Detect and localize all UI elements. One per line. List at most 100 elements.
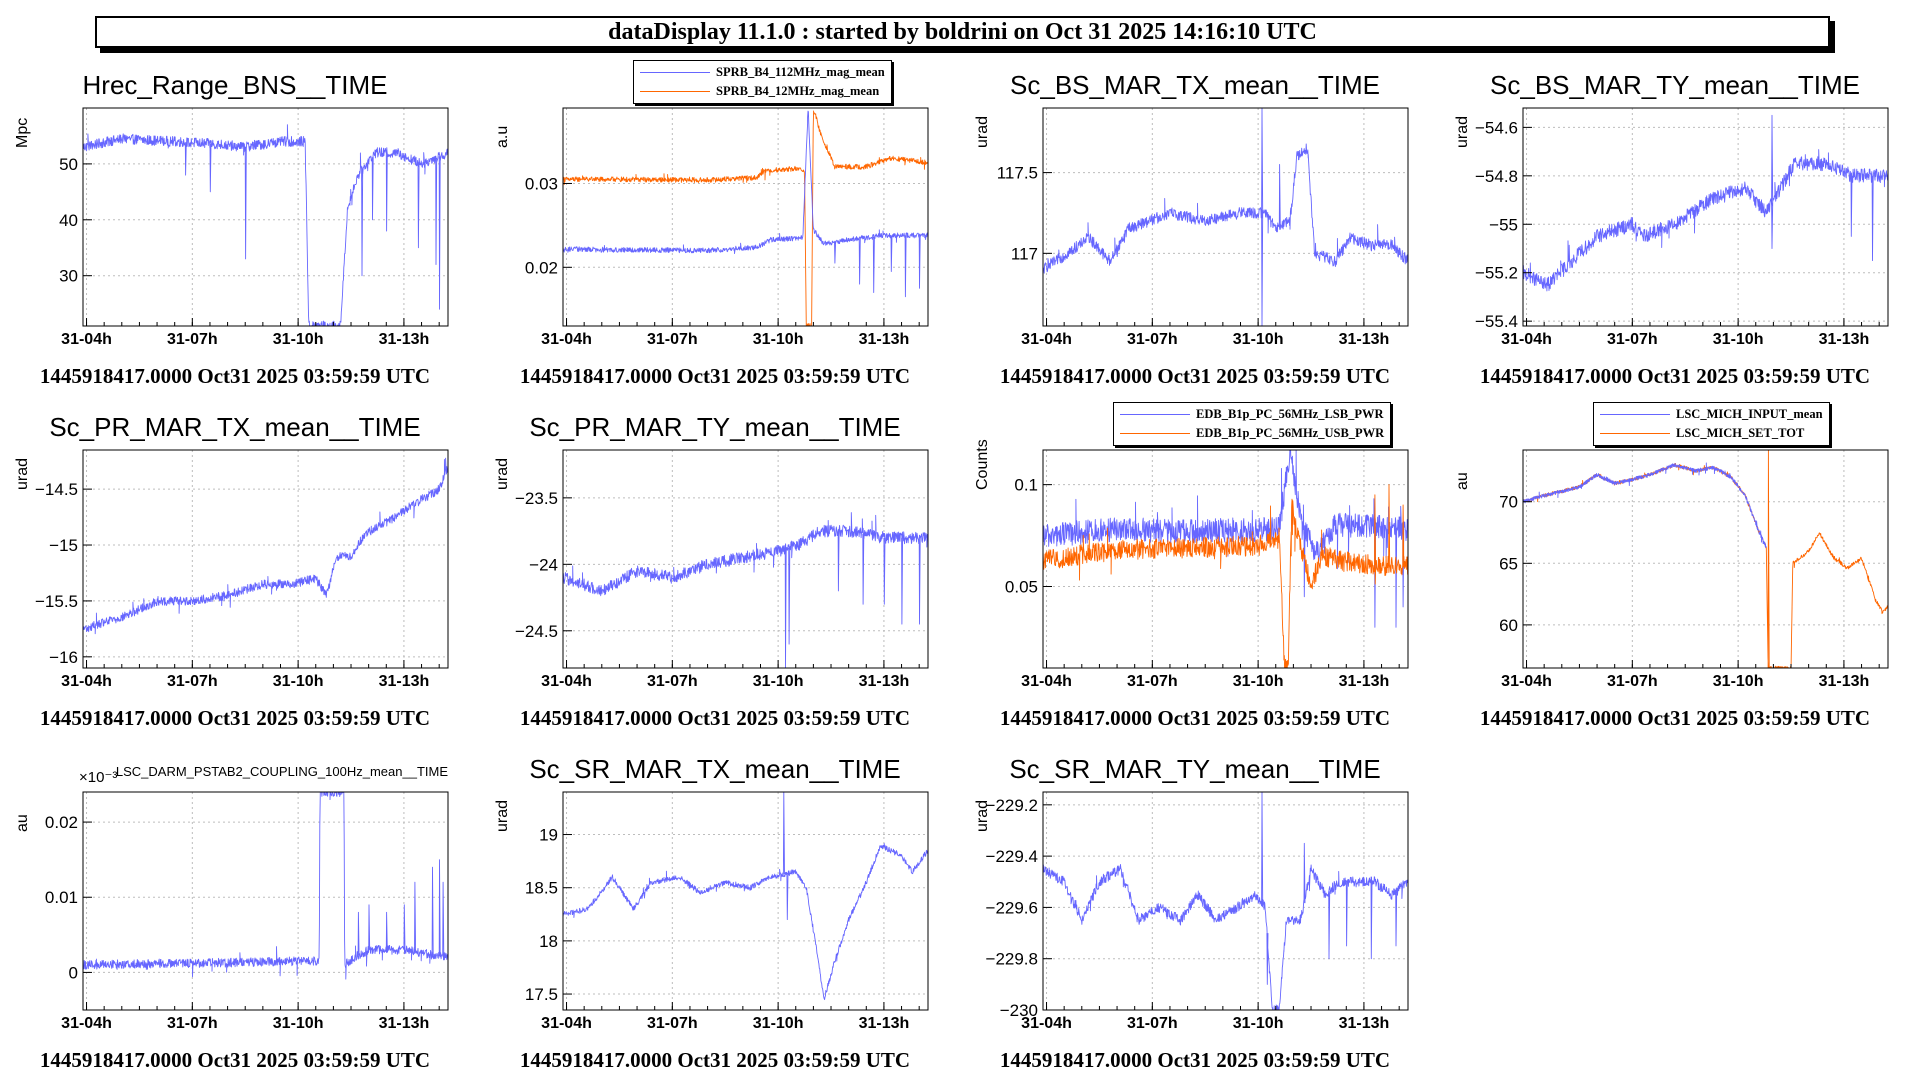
- y-tick-label: −229.6: [986, 898, 1038, 917]
- series-line-LSC_MICH_SET_TOT: [1523, 450, 1888, 668]
- y-tick-label: −55.4: [1475, 312, 1518, 331]
- y-tick-label: 60: [1499, 616, 1518, 635]
- x-tick-label: 31-07h: [167, 331, 218, 348]
- y-tick-label: 40: [59, 211, 78, 230]
- x-tick-label: 31-10h: [753, 331, 804, 348]
- chart-legend: EDB_B1p_PC_56MHz_LSB_PWR EDB_B1p_PC_56MHz…: [1113, 402, 1392, 446]
- y-tick-label: 117.5: [997, 164, 1038, 183]
- legend-label: EDB_B1p_PC_56MHz_USB_PWR: [1196, 426, 1385, 440]
- chart-svg: 31-04h 31-07h 31-10h 31-13h 30 40 50: [59, 107, 449, 348]
- chart-footer-timestamp: 1445918417.0000 Oct31 2025 03:59:59 UTC: [519, 706, 911, 730]
- y-tick-label: −230: [1000, 1001, 1038, 1020]
- y-tick-label: 70: [1499, 493, 1518, 512]
- app-title: dataDisplay 11.1.0 : started by boldrini…: [608, 18, 1317, 45]
- x-tick-label: 31-07h: [1127, 1015, 1178, 1032]
- series-line-SPRB_B4_12MHz_mag_mean: [563, 110, 928, 326]
- legend-entry: LSC_MICH_SET_TOT: [1600, 424, 1823, 443]
- y-tick-label: 0.03: [525, 174, 558, 193]
- chart-legend: SPRB_B4_112MHz_mag_mean SPRB_B4_12MHz_mag…: [633, 60, 892, 104]
- y-tick-label: −55: [1489, 215, 1518, 234]
- chart-svg: 31-04h 31-07h 31-10h 31-13h −16 −15.5 −15 −14.5: [35, 449, 449, 690]
- plot-frame: [562, 791, 929, 1011]
- y-tick-label: 19: [539, 826, 558, 845]
- y-tick-label: 30: [59, 267, 78, 286]
- chart-svg: 31-04h 31-07h 31-10h 31-13h −230 −229.8 −229.6…: [986, 791, 1409, 1032]
- legend-swatch: [1600, 433, 1670, 434]
- y-tick-label: 0.01: [45, 888, 78, 907]
- chart-svg: 31-04h 31-07h 31-10h 31-13h 0.02 0.03: [525, 107, 929, 348]
- x-tick-label: 31-07h: [1127, 331, 1178, 348]
- chart-footer-timestamp: 1445918417.0000 Oct31 2025 03:59:59 UTC: [1479, 364, 1871, 388]
- chart-svg: 31-04h 31-07h 31-10h 31-13h 60 65 70: [1499, 449, 1889, 690]
- x-tick-label: 31-04h: [541, 673, 592, 690]
- plot-frame: [1522, 107, 1889, 327]
- x-tick-label: 31-13h: [1819, 331, 1870, 348]
- x-tick-label: 31-04h: [541, 1015, 592, 1032]
- legend-entry: LSC_MICH_INPUT_mean: [1600, 405, 1823, 424]
- x-tick-label: 31-07h: [167, 1015, 218, 1032]
- chart-panel: Sc_PR_MAR_TX_mean__TIME 1445918417.0000 O…: [0, 402, 470, 737]
- x-tick-label: 31-13h: [379, 1015, 430, 1032]
- chart-svg: 31-04h 31-07h 31-10h 31-13h −55.4 −55.2 −55 −54…: [1475, 107, 1889, 348]
- y-tick-label: 65: [1499, 554, 1518, 573]
- series-line-EDB_B1p_PC_56MHz_LSB_PWR: [1043, 450, 1408, 628]
- chart-panel: Sc_PR_MAR_TY_mean__TIME 1445918417.0000 O…: [480, 402, 950, 737]
- chart-panel: Sc_BS_MAR_TX_mean__TIME 1445918417.0000 O…: [960, 60, 1430, 395]
- chart-svg: 31-04h 31-07h 31-10h 31-13h 17.5 18 18.5 19: [525, 791, 929, 1032]
- plot-frame: [562, 107, 929, 327]
- y-tick-label: −15.5: [35, 592, 78, 611]
- y-tick-label: −54.8: [1475, 167, 1518, 186]
- x-tick-label: 31-13h: [859, 673, 910, 690]
- plot-frame: [1042, 449, 1409, 669]
- chart-svg: 31-04h 31-07h 31-10h 31-13h 0.05 0.1: [1005, 449, 1409, 690]
- y-tick-label: 0.05: [1005, 578, 1038, 597]
- chart-footer-timestamp: 1445918417.0000 Oct31 2025 03:59:59 UTC: [999, 1048, 1391, 1072]
- series-line-Hrec_Range_BNS: [83, 124, 448, 326]
- series-line-EDB_B1p_PC_56MHz_USB_PWR: [1043, 484, 1408, 668]
- x-tick-label: 31-13h: [1819, 673, 1870, 690]
- chart-panel: Sc_SR_MAR_TX_mean__TIME 1445918417.0000 O…: [480, 744, 950, 1079]
- x-tick-label: 31-10h: [1713, 673, 1764, 690]
- series-line-Sc_SR_MAR_TY_mean: [1043, 792, 1408, 1010]
- y-tick-label: 50: [59, 155, 78, 174]
- x-tick-label: 31-04h: [1021, 1015, 1072, 1032]
- chart-panel: 1445918417.0000 Oct31 2025 03:59:59 UTC a…: [1440, 402, 1910, 737]
- y-tick-label: 0.02: [45, 813, 78, 832]
- series-line-Sc_BS_MAR_TY_mean: [1523, 114, 1888, 292]
- legend-swatch: [640, 72, 710, 73]
- x-tick-label: 31-10h: [1713, 331, 1764, 348]
- y-tick-label: 18: [539, 932, 558, 951]
- plot-frame: [82, 449, 449, 669]
- plot-frame: [1522, 449, 1889, 669]
- x-tick-label: 31-10h: [273, 673, 324, 690]
- series-line-Sc_PR_MAR_TY_mean: [563, 512, 928, 668]
- chart-title: Sc_PR_MAR_TX_mean__TIME: [49, 412, 421, 442]
- chart-panel: Sc_BS_MAR_TY_mean__TIME 1445918417.0000 O…: [1440, 60, 1910, 395]
- x-tick-label: 31-07h: [167, 673, 218, 690]
- y-tick-label: −14.5: [35, 480, 78, 499]
- y-tick-label: 18.5: [525, 879, 558, 898]
- x-tick-label: 31-13h: [379, 673, 430, 690]
- legend-entry: SPRB_B4_12MHz_mag_mean: [640, 82, 885, 101]
- chart-title: Sc_BS_MAR_TY_mean__TIME: [1490, 70, 1860, 100]
- chart-footer-timestamp: 1445918417.0000 Oct31 2025 03:59:59 UTC: [999, 706, 1391, 730]
- x-tick-label: 31-04h: [61, 673, 112, 690]
- legend-label: SPRB_B4_112MHz_mag_mean: [716, 65, 885, 79]
- x-tick-label: 31-07h: [1607, 331, 1658, 348]
- x-tick-label: 31-04h: [541, 331, 592, 348]
- legend-label: SPRB_B4_12MHz_mag_mean: [716, 84, 880, 98]
- x-tick-label: 31-07h: [647, 673, 698, 690]
- x-tick-label: 31-10h: [753, 1015, 804, 1032]
- series-line-LSC_DARM_PSTAB2_COUPLING_100Hz_mean: [83, 792, 448, 980]
- chart-svg: 31-04h 31-07h 31-10h 31-13h 0 0.01 0.02: [45, 791, 449, 1032]
- chart-panel: 1445918417.0000 Oct31 2025 03:59:59 UTC a…: [480, 60, 950, 395]
- x-tick-label: 31-10h: [753, 673, 804, 690]
- chart-legend: LSC_MICH_INPUT_mean LSC_MICH_SET_TOT: [1593, 402, 1830, 446]
- x-tick-label: 31-07h: [647, 1015, 698, 1032]
- chart-title: Sc_SR_MAR_TY_mean__TIME: [1009, 754, 1381, 784]
- chart-footer-timestamp: 1445918417.0000 Oct31 2025 03:59:59 UTC: [1479, 706, 1871, 730]
- legend-swatch: [1120, 433, 1190, 434]
- plot-frame: [1042, 791, 1409, 1011]
- legend-label: EDB_B1p_PC_56MHz_LSB_PWR: [1196, 407, 1384, 421]
- legend-entry: SPRB_B4_112MHz_mag_mean: [640, 63, 885, 82]
